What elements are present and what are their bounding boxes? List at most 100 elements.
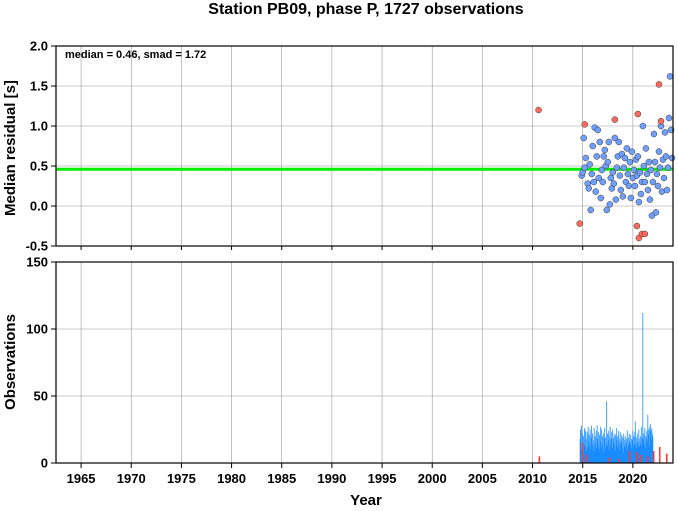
x-tick-label: 2015 (568, 471, 597, 486)
data-point (653, 170, 661, 178)
data-point (631, 182, 639, 190)
data-point (657, 117, 665, 125)
bar (594, 436, 596, 463)
data-point (619, 193, 627, 200)
bar (581, 425, 583, 463)
bar (596, 425, 598, 463)
data-point (625, 182, 633, 190)
bar (610, 444, 612, 463)
bar (641, 445, 643, 463)
bar (621, 448, 623, 463)
data-point (595, 174, 603, 182)
bar (617, 442, 619, 463)
bar (615, 434, 617, 463)
bar (638, 429, 640, 463)
bar (630, 434, 632, 463)
bar (590, 437, 592, 463)
bar (646, 456, 649, 463)
bar (616, 446, 618, 463)
data-point (598, 166, 606, 174)
bottom-y-tick-label: 100 (26, 322, 48, 337)
data-point (645, 158, 653, 166)
bar (636, 433, 638, 463)
data-point (664, 164, 672, 171)
data-point (593, 153, 601, 160)
bar (651, 433, 653, 463)
bar (598, 432, 600, 463)
chart-title: Station PB09, phase P, 1727 observations (208, 1, 523, 18)
data-point (580, 134, 587, 142)
bar (604, 448, 606, 463)
bar (583, 444, 585, 463)
bar (623, 445, 625, 463)
bar (640, 442, 642, 463)
data-point (610, 180, 618, 187)
bar (609, 436, 611, 463)
data-point (666, 73, 674, 80)
bar (602, 452, 604, 463)
bar (599, 434, 601, 463)
bar (588, 441, 590, 463)
bar (622, 452, 624, 463)
x-tick-label: 2010 (518, 471, 547, 486)
data-point (606, 201, 614, 208)
bar (625, 438, 627, 463)
data-point (630, 166, 638, 174)
bar (616, 428, 618, 463)
data-point (613, 164, 621, 171)
bottom-y-tick-label: 0 (41, 456, 48, 471)
data-point (609, 169, 617, 176)
data-point (637, 190, 645, 198)
x-tick-label: 1990 (317, 471, 346, 486)
data-point (663, 186, 671, 194)
bottom-y-axis-label: Observations (2, 314, 19, 410)
data-point (627, 194, 635, 202)
bar (645, 436, 647, 463)
bar (647, 414, 649, 463)
data-point (639, 122, 647, 130)
data-point (604, 158, 612, 166)
data-point (599, 178, 607, 186)
bar (612, 429, 614, 463)
bar (608, 430, 610, 463)
data-point (626, 158, 634, 166)
bar (609, 426, 611, 463)
data-point (634, 110, 642, 118)
bar (591, 444, 593, 463)
bar (635, 452, 638, 463)
bar (648, 445, 650, 463)
bar (580, 429, 581, 463)
bar (650, 430, 652, 463)
data-point (621, 154, 629, 162)
bar (639, 446, 641, 463)
bar (584, 446, 586, 463)
bar (614, 450, 616, 463)
bar (600, 426, 602, 463)
bar (590, 449, 592, 463)
data-point (634, 153, 642, 160)
bar (632, 430, 634, 463)
bar (614, 433, 616, 463)
bar (628, 450, 631, 463)
bar (632, 446, 634, 463)
bar (641, 437, 643, 463)
bar (628, 433, 630, 463)
data-point (617, 186, 625, 194)
bar (639, 454, 642, 463)
bottom-panel-frame (55, 261, 674, 464)
bar (588, 434, 590, 463)
bar (643, 433, 645, 463)
bar (592, 433, 594, 463)
data-point (581, 164, 588, 171)
bar (619, 438, 621, 463)
data-point (640, 162, 648, 170)
top-y-axis-label: Median residual [s] (2, 80, 19, 216)
data-point (650, 130, 658, 138)
data-point (660, 174, 668, 182)
data-point (628, 148, 636, 155)
top-panel: -0.5 0.0 0.5 1.0 1.5 2.0 median = 0.46, smad … (2, 39, 676, 254)
data-point (661, 129, 669, 136)
bar (606, 401, 608, 463)
bar (591, 425, 593, 463)
